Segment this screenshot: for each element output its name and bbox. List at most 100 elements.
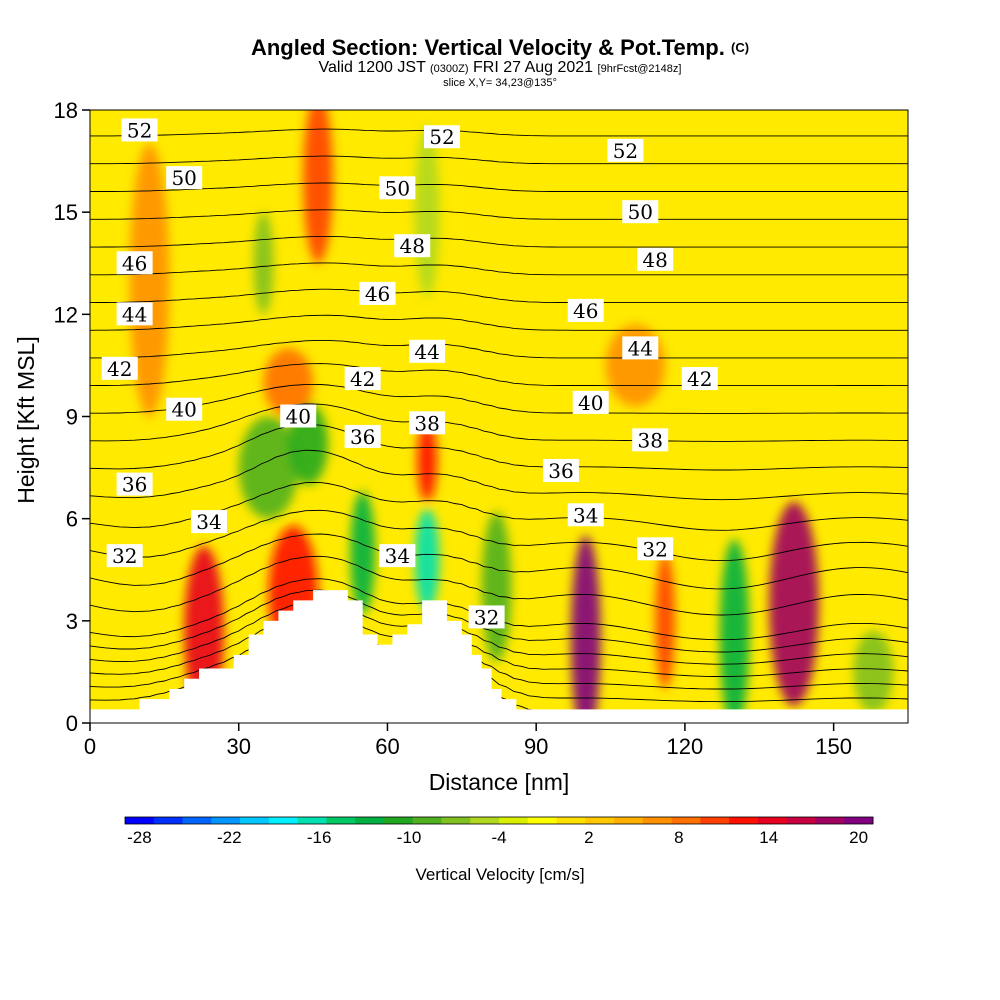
isentrope-label: 46 xyxy=(365,282,390,306)
colorbar-swatch xyxy=(729,817,759,824)
x-tick-label: 120 xyxy=(667,734,704,759)
x-tick-label: 150 xyxy=(815,734,852,759)
isentrope-label: 36 xyxy=(350,425,375,449)
colorbar-swatch xyxy=(700,817,730,824)
slice-info: slice X,Y= 34,23@135° xyxy=(443,77,557,89)
forecast-info: [9hrFcst@2148z] xyxy=(597,63,682,75)
isentrope-label-box xyxy=(607,138,644,162)
utc-time: (0300Z) xyxy=(430,63,469,75)
velocity-cell xyxy=(417,419,438,502)
y-tick-label: 6 xyxy=(66,507,78,532)
colorbar-tick-label: -28 xyxy=(127,828,152,847)
terrain-profile xyxy=(90,590,908,723)
isentrope-label: 34 xyxy=(385,544,410,568)
isentrope-label-box xyxy=(379,176,416,200)
isentrope-label-box xyxy=(567,298,604,322)
colorbar-swatch xyxy=(614,817,644,824)
isentrope-line xyxy=(90,363,908,387)
isentrope-label: 50 xyxy=(628,200,653,224)
isentrope-line xyxy=(90,314,908,331)
y-tick-label: 12 xyxy=(54,302,78,327)
isentrope-line xyxy=(90,533,908,590)
isentrope-label: 32 xyxy=(642,537,667,561)
isentrope-line xyxy=(90,482,908,531)
isentrope-label: 34 xyxy=(573,503,598,527)
y-axis-title: Height [Kft MSL] xyxy=(13,336,39,503)
isentrope-line xyxy=(90,262,908,276)
isentrope-line xyxy=(90,423,908,471)
isentrope-label-box xyxy=(166,166,203,190)
velocity-cell xyxy=(769,501,819,706)
y-tick-label: 3 xyxy=(66,609,78,634)
isentrope-label-box xyxy=(409,411,446,435)
isentrope-label-box xyxy=(632,428,669,452)
isentrope-label: 52 xyxy=(429,125,454,149)
isentrope-label: 48 xyxy=(642,248,667,272)
isentrope-label-box xyxy=(106,544,143,568)
velocity-cell xyxy=(853,631,894,713)
isentrope-labels: 52 52 52 50 50 50 48 48 46 46 46 44 44 44 42 42 42 40 40 40… xyxy=(101,118,718,629)
colorbar-swatch xyxy=(527,817,558,824)
isentrope-label: 42 xyxy=(687,367,712,391)
isentrope-line xyxy=(90,128,908,137)
isentrope-line xyxy=(90,339,908,359)
isentrope-label: 38 xyxy=(637,428,662,452)
isentrope-label: 32 xyxy=(112,544,137,568)
x-tick-label: 30 xyxy=(226,734,250,759)
plot-area: 52 52 52 50 50 50 48 48 46 46 46 44 44 44 42 42 42 40 40 40… xyxy=(89,109,909,724)
colorbar-swatch xyxy=(671,817,701,824)
isentrope-line xyxy=(90,509,908,562)
x-tick-label: 0 xyxy=(84,734,96,759)
velocity-cell xyxy=(303,110,333,264)
colorbar-tick-label: -10 xyxy=(397,828,422,847)
colorbar-swatch xyxy=(585,817,615,824)
isentrope-label-box xyxy=(409,339,446,363)
colorbar-swatch xyxy=(412,817,442,824)
colorbar: -28 -22 -16 -10 -4 2 8 14 20 xyxy=(124,816,874,847)
colorbar-tick-label: 14 xyxy=(759,828,778,847)
isentrope-label: 46 xyxy=(122,251,147,275)
isentrope-label: 44 xyxy=(414,340,439,364)
isentrope-line xyxy=(90,235,908,248)
isentrope-label: 44 xyxy=(122,302,147,326)
isentrope-line xyxy=(90,589,908,653)
y-tick-label: 0 xyxy=(66,711,78,736)
isentrope-line xyxy=(90,449,908,501)
isentrope-line xyxy=(90,601,908,665)
isentrope-label-box xyxy=(359,281,396,305)
colorbar-swatch xyxy=(757,817,788,824)
velocity-cell xyxy=(238,416,299,519)
isentrope-label-box xyxy=(681,367,718,391)
copyright-tag: (C) xyxy=(731,40,750,55)
isentrope-label-box xyxy=(423,125,460,149)
colorbar-swatch xyxy=(844,817,874,824)
isentrope-label: 40 xyxy=(171,398,196,422)
isentrope-label-box xyxy=(344,424,381,448)
isentrope-label-box xyxy=(116,472,153,496)
isentrope-label: 50 xyxy=(171,166,196,190)
isentrope-label: 42 xyxy=(350,367,375,391)
isentrope-line xyxy=(90,155,908,165)
x-tick-label: 90 xyxy=(524,734,548,759)
isentrope-label: 46 xyxy=(573,299,598,323)
isentrope-label: 52 xyxy=(613,139,638,163)
colorbar-swatch xyxy=(125,817,155,824)
isentrope-line xyxy=(90,403,908,442)
colorbar-frame xyxy=(124,816,874,825)
isentrope-label: 36 xyxy=(548,459,573,483)
colorbar-tick-label: -16 xyxy=(307,828,332,847)
velocity-cell xyxy=(570,535,601,723)
isentrope-label: 48 xyxy=(400,234,425,258)
isentrope-contours xyxy=(90,128,908,715)
x-axis-title: Distance [nm] xyxy=(429,769,570,795)
colorbar-title: Vertical Velocity [cm/s] xyxy=(415,865,584,884)
isentrope-label-box xyxy=(101,356,138,380)
isentrope-label: 34 xyxy=(196,510,221,534)
colorbar-swatch xyxy=(153,817,184,824)
isentrope-label-box xyxy=(622,200,659,224)
chart-title: Angled Section: Vertical Velocity & Pot.… xyxy=(0,36,1000,60)
colorbar-swatch xyxy=(182,817,212,824)
isentrope-label-box xyxy=(116,302,153,326)
colorbar-swatch xyxy=(786,817,816,824)
